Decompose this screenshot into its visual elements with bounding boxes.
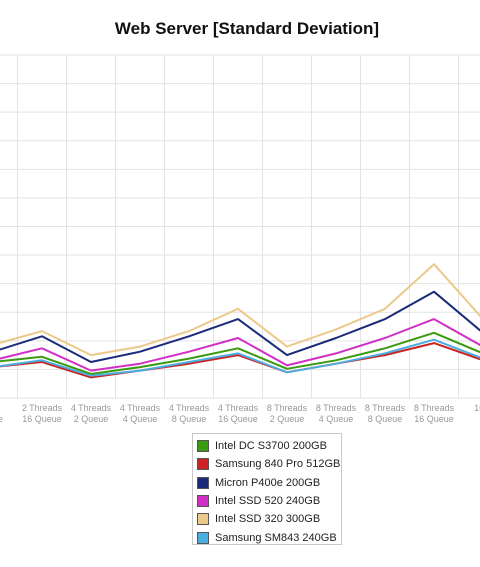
grid-lines: [0, 54, 480, 399]
x-tick-label: 4 Threads: [120, 403, 161, 413]
legend-label: Intel SSD 520 240GB: [215, 495, 321, 508]
chart-title: Web Server [Standard Deviation]: [114, 19, 380, 38]
x-tick-label: 8 Threads: [316, 403, 357, 413]
x-tick-label: 4 Queue: [123, 414, 158, 424]
legend-item[interactable]: Intel DC S3700 200GB: [197, 437, 341, 455]
legend-item[interactable]: Samsung SM843 240GB: [197, 528, 341, 546]
legend-label: Samsung SM843 240GB: [215, 531, 337, 544]
x-tick-label: ueue: [0, 414, 3, 424]
legend-label: Intel DC S3700 200GB: [215, 440, 327, 453]
chart-legend: Intel DC S3700 200GB Samsung 840 Pro 512G…: [192, 433, 342, 545]
x-tick-label: 2 Threads: [22, 403, 63, 413]
series-line: [0, 342, 480, 379]
x-tick-label: 16 Queue: [22, 414, 62, 424]
legend-swatch: [197, 495, 209, 508]
series-line: [0, 338, 480, 377]
x-tick-label: 2 Queue: [270, 414, 305, 424]
series-line: [0, 290, 480, 363]
series-line: [0, 263, 480, 357]
x-tick-label: 8 Threads: [365, 403, 406, 413]
legend-swatch: [197, 458, 209, 471]
series-line: [0, 318, 480, 372]
legend-label: Intel SSD 320 300GB: [215, 513, 321, 526]
x-tick-label: 8 Queue: [368, 414, 403, 424]
x-tick-label: 4 Queue: [319, 414, 354, 424]
x-tick-label: 4 Threads: [218, 403, 259, 413]
legend-item[interactable]: Micron P400e 200GB: [197, 474, 341, 492]
x-tick-label: 8 Queue: [172, 414, 207, 424]
x-tick-label: 4 Threads: [169, 403, 210, 413]
legend-swatch: [197, 476, 209, 489]
legend-item[interactable]: Intel SSD 520 240GB: [197, 492, 341, 510]
legend-label: Samsung 840 Pro 512GB: [215, 458, 341, 471]
x-tick-label: 4 Threads: [71, 403, 112, 413]
x-tick-label: 16 T: [474, 403, 480, 413]
x-tick-label: 16 Queue: [218, 414, 258, 424]
series-line: [0, 331, 480, 375]
x-tick-label: 2 Queue: [74, 414, 109, 424]
x-tick-label: 8 Threads: [267, 403, 308, 413]
legend-label: Micron P400e 200GB: [215, 476, 321, 489]
x-tick-label: 8 Threads: [414, 403, 455, 413]
x-tick-label: 16 Queue: [414, 414, 454, 424]
legend-swatch: [197, 531, 209, 544]
legend-swatch: [197, 440, 209, 453]
legend-swatch: [197, 513, 209, 526]
legend-item[interactable]: Intel SSD 320 300GB: [197, 510, 341, 528]
legend-item[interactable]: Samsung 840 Pro 512GB: [197, 455, 341, 473]
series-lines: [0, 263, 480, 379]
